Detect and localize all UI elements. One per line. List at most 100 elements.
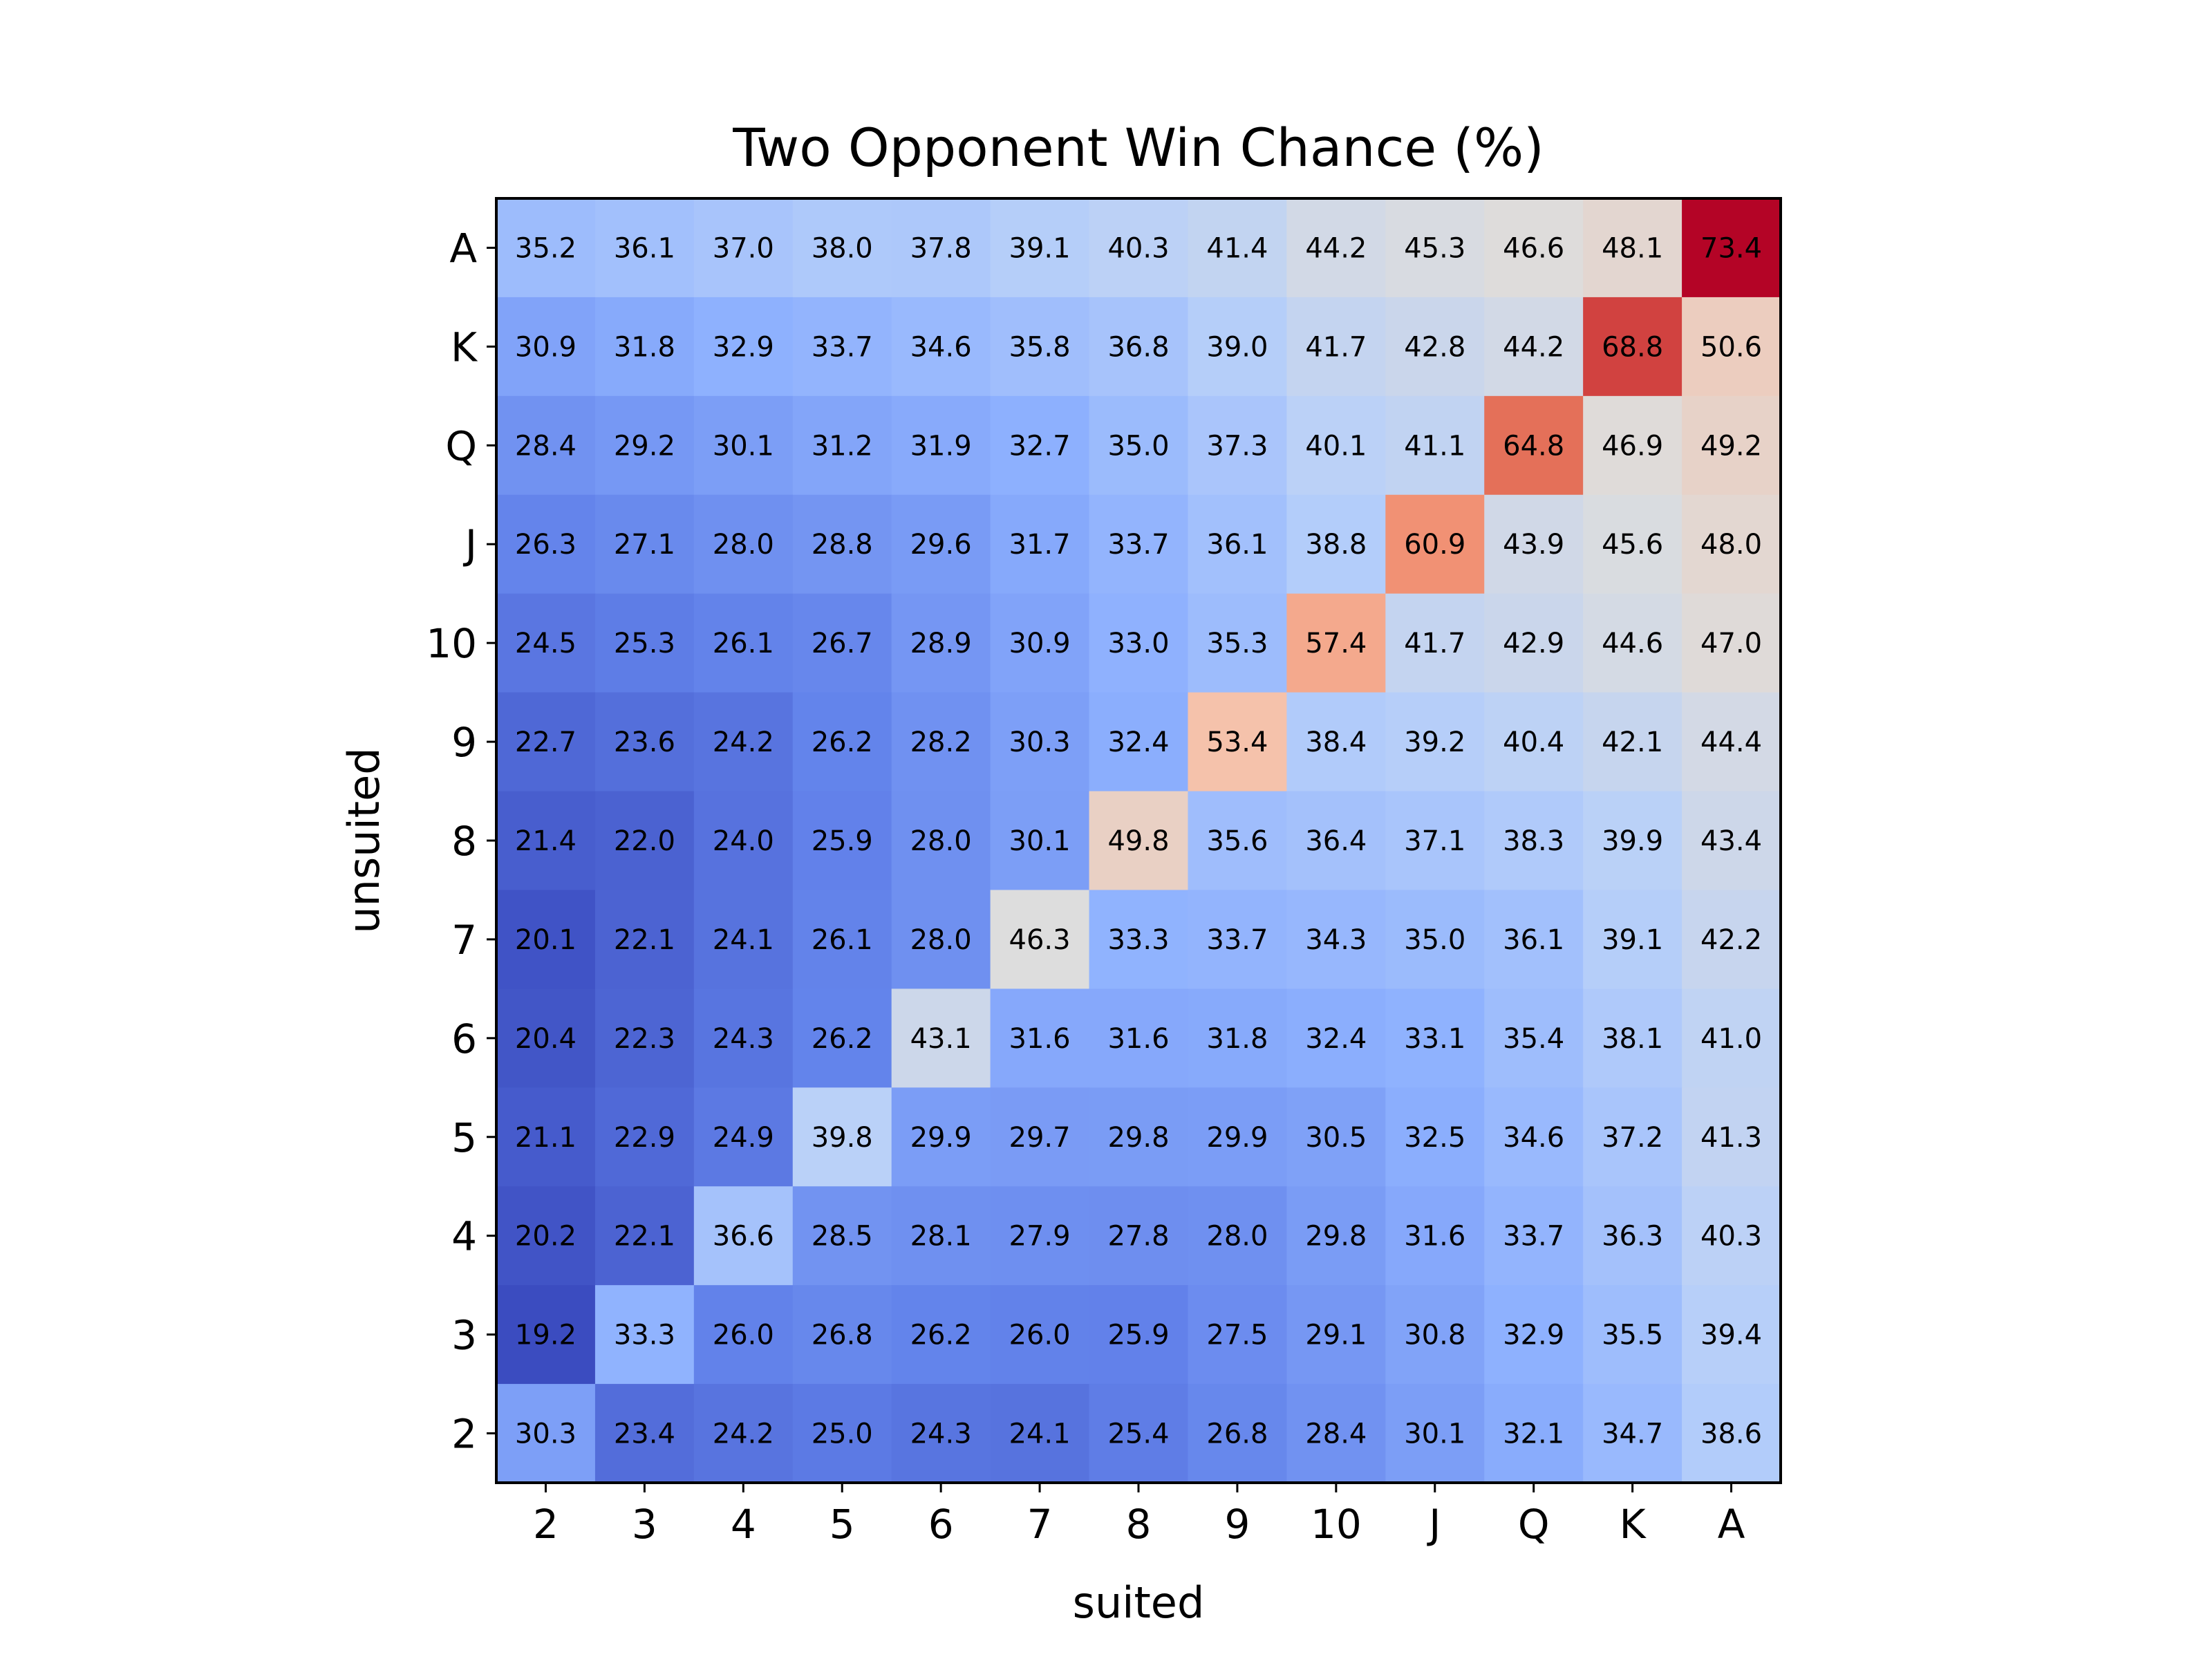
y-tick-label: 4 xyxy=(451,1213,477,1260)
cell-value-label: 31.2 xyxy=(812,430,873,462)
y-tick-label: 2 xyxy=(451,1411,477,1458)
heatmap-cell xyxy=(891,890,991,989)
cell-value-label: 35.6 xyxy=(1206,825,1268,857)
heatmap-cell xyxy=(1286,494,1386,594)
heatmap-cell xyxy=(891,494,991,594)
cell-value-label: 35.8 xyxy=(1009,331,1071,363)
heatmap-cell xyxy=(496,494,596,594)
cell-value-label: 24.9 xyxy=(713,1122,774,1154)
cell-labels: 35.2 36.1 37.0 38.0 37.8 39.1 40.3 41.4 44.2 45.3… xyxy=(515,232,1762,1450)
cell-value-label: 36.1 xyxy=(614,232,675,264)
cell-value-label: 39.2 xyxy=(1404,727,1465,758)
cell-value-label: 39.8 xyxy=(812,1122,873,1154)
heatmap-cell xyxy=(496,791,596,890)
heatmap-cell xyxy=(792,1285,892,1385)
heatmap-cell xyxy=(594,791,695,890)
cell-value-label: 34.6 xyxy=(910,331,972,363)
cell-value-label: 21.1 xyxy=(515,1122,577,1154)
heatmap-cell xyxy=(693,297,794,397)
cell-value-label: 25.3 xyxy=(614,628,675,659)
cell-value-label: 38.0 xyxy=(812,232,873,264)
cell-value-label: 29.9 xyxy=(910,1122,972,1154)
heatmap-cell xyxy=(1385,1087,1485,1187)
heatmap-cell xyxy=(891,198,991,298)
cell-value-label: 26.8 xyxy=(812,1320,873,1351)
heatmap-cell xyxy=(1484,988,1584,1088)
heatmap-cell xyxy=(693,988,794,1088)
heatmap-cell xyxy=(1286,1384,1386,1483)
heatmap-cell xyxy=(594,1186,695,1286)
cell-value-label: 35.0 xyxy=(1404,924,1465,956)
cell-value-label: 43.1 xyxy=(910,1023,972,1055)
cell-value-label: 39.9 xyxy=(1602,825,1663,857)
heatmap-cell xyxy=(1682,1186,1781,1286)
cell-value-label: 35.0 xyxy=(1107,430,1169,462)
heatmap-cell xyxy=(594,1087,695,1187)
cell-value-label: 37.1 xyxy=(1404,825,1465,857)
heatmap-cell xyxy=(792,1384,892,1483)
cell-value-label: 24.5 xyxy=(515,628,577,659)
cell-value-label: 35.3 xyxy=(1206,628,1268,659)
heatmap-cell xyxy=(990,494,1090,594)
cell-value-label: 41.0 xyxy=(1700,1023,1762,1055)
heatmap-cell xyxy=(496,1285,596,1385)
heatmap-cell xyxy=(1682,593,1781,693)
cell-value-label: 29.8 xyxy=(1107,1122,1169,1154)
heatmap-cell xyxy=(891,395,991,496)
heatmap-cell xyxy=(1286,791,1386,890)
cell-value-label: 34.7 xyxy=(1602,1418,1663,1450)
y-axis-label: unsuited xyxy=(339,747,389,933)
heatmap-cell xyxy=(1286,198,1386,298)
heatmap-cell xyxy=(1188,1087,1287,1187)
cell-value-label: 48.0 xyxy=(1700,529,1762,561)
cell-value-label: 33.3 xyxy=(1107,924,1169,956)
cell-value-label: 36.1 xyxy=(1503,924,1564,956)
cell-value-label: 27.9 xyxy=(1009,1221,1071,1253)
cell-value-label: 26.8 xyxy=(1206,1418,1268,1450)
heatmap-cell xyxy=(1484,395,1584,496)
cell-value-label: 19.2 xyxy=(515,1320,577,1351)
heatmap-cell xyxy=(1583,692,1683,792)
heatmap-cell xyxy=(1484,791,1584,890)
cell-value-label: 28.4 xyxy=(515,430,577,462)
heatmap-cell xyxy=(693,890,794,989)
heatmap-cell xyxy=(1385,1384,1485,1483)
cell-value-label: 24.2 xyxy=(713,1418,774,1450)
cell-value-label: 28.0 xyxy=(910,924,972,956)
heatmap-cell xyxy=(792,395,892,496)
heatmap-cell xyxy=(496,297,596,397)
cell-value-label: 57.4 xyxy=(1305,628,1367,659)
cell-value-label: 29.7 xyxy=(1009,1122,1071,1154)
heatmap-cell xyxy=(792,198,892,298)
heatmap-cell xyxy=(1583,1285,1683,1385)
cell-value-label: 42.8 xyxy=(1404,331,1465,363)
heatmap-cell xyxy=(1385,395,1485,496)
cell-value-label: 24.1 xyxy=(1009,1418,1071,1450)
y-tick-label: Q xyxy=(445,422,477,469)
heatmap-cell xyxy=(1583,593,1683,693)
cell-value-label: 41.7 xyxy=(1404,628,1465,659)
cell-value-label: 31.6 xyxy=(1009,1023,1071,1055)
cell-value-label: 28.1 xyxy=(910,1221,972,1253)
cell-value-label: 37.0 xyxy=(713,232,774,264)
y-tick-label: A xyxy=(449,225,477,272)
cell-value-label: 44.6 xyxy=(1602,628,1663,659)
heatmap-cell xyxy=(1089,1285,1188,1385)
heatmap-cell xyxy=(693,1285,794,1385)
cell-value-label: 39.0 xyxy=(1206,331,1268,363)
cell-value-label: 22.3 xyxy=(614,1023,675,1055)
heatmap-cell xyxy=(496,1384,596,1483)
cell-value-label: 26.3 xyxy=(515,529,577,561)
cell-value-label: 36.8 xyxy=(1107,331,1169,363)
heatmap-cell xyxy=(1385,593,1485,693)
heatmap-cell xyxy=(990,593,1090,693)
heatmap-cell xyxy=(1583,791,1683,890)
cell-value-label: 42.2 xyxy=(1700,924,1762,956)
heatmap-cell xyxy=(693,1384,794,1483)
cell-value-label: 22.1 xyxy=(614,924,675,956)
heatmap-cell xyxy=(1286,692,1386,792)
heatmap-cell xyxy=(1188,494,1287,594)
cell-value-label: 32.5 xyxy=(1404,1122,1465,1154)
y-tick-label: 10 xyxy=(426,620,477,667)
